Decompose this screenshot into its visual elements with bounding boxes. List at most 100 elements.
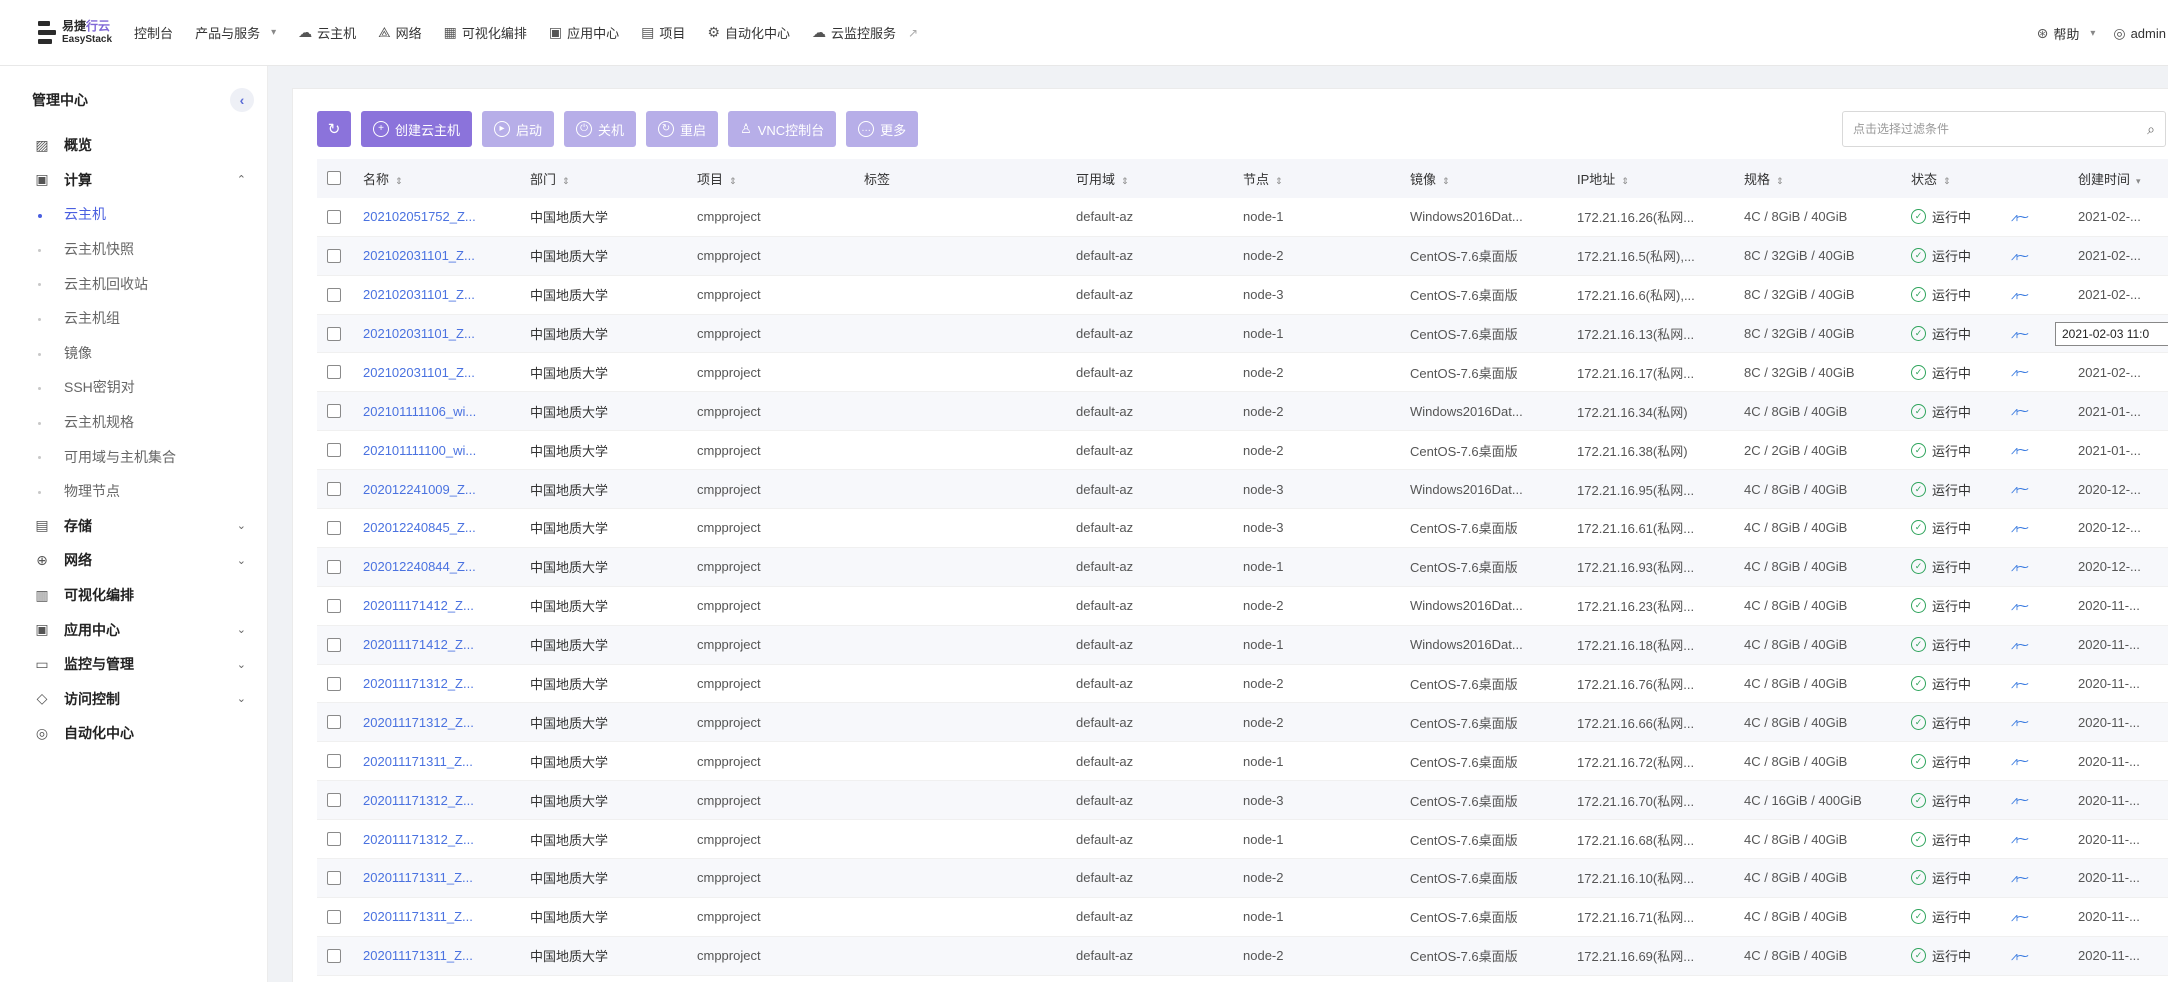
row-checkbox[interactable] xyxy=(327,909,341,924)
table-row[interactable]: 202012240845_Z... 中国地质大学 cmpproject default… xyxy=(317,509,2168,548)
cell-name[interactable]: 202102031101_Z... xyxy=(363,248,475,264)
sidebar-group-17[interactable]: ◎ 自动化中心 xyxy=(0,716,268,751)
monitor-pulse-icon[interactable]: ⩘⁓ xyxy=(2011,832,2029,847)
help-dropdown[interactable]: ⊛ 帮助 ▾ xyxy=(2036,24,2096,42)
cell-name[interactable]: 202011171312_Z... xyxy=(363,714,474,730)
monitor-pulse-icon[interactable]: ⩘⁓ xyxy=(2011,559,2029,574)
row-checkbox[interactable] xyxy=(327,520,341,535)
row-checkbox[interactable] xyxy=(327,754,341,769)
table-row[interactable]: 202011171412_Z... 中国地质大学 cmpproject default… xyxy=(317,625,2168,665)
top-nav-item-0[interactable]: ☁ 云主机 xyxy=(298,24,357,41)
column-header-node[interactable]: 节点 ⇕ xyxy=(1243,171,1283,187)
row-checkbox[interactable] xyxy=(327,365,341,380)
cell-name[interactable]: 202102051752_Z... xyxy=(363,209,476,225)
table-row[interactable]: 202102031101_Z... 中国地质大学 cmpproject default… xyxy=(317,236,2168,276)
row-checkbox[interactable] xyxy=(327,637,341,652)
monitor-pulse-icon[interactable]: ⩘⁓ xyxy=(2011,909,2029,924)
column-header-image[interactable]: 镜像 ⇕ xyxy=(1410,171,1450,187)
table-row[interactable]: 202011171312_Z... 中国地质大学 cmpproject default… xyxy=(317,703,2168,743)
cell-name[interactable]: 202011171311_Z... xyxy=(363,753,473,769)
top-nav-item-1[interactable]: ⟁ 网络 xyxy=(378,24,422,41)
cell-name[interactable]: 202102031101_Z... xyxy=(363,364,475,380)
column-header-az[interactable]: 可用域 ⇕ xyxy=(1076,171,1129,187)
sidebar-item-10[interactable]: 物理节点 xyxy=(0,474,268,509)
row-checkbox[interactable] xyxy=(327,443,341,458)
column-header-dept[interactable]: 部门 ⇕ xyxy=(530,171,570,187)
row-checkbox[interactable] xyxy=(327,793,341,808)
row-checkbox[interactable] xyxy=(327,326,341,341)
monitor-pulse-icon[interactable]: ⩘⁓ xyxy=(2011,715,2029,730)
start-button[interactable]: ▸ 启动 xyxy=(482,111,555,147)
sidebar-group-11[interactable]: ▤ 存储 ⌄ xyxy=(0,509,268,544)
search-icon[interactable]: ⌕ xyxy=(2147,120,2155,137)
create-instance-button[interactable]: + 创建云主机 xyxy=(361,111,473,147)
top-nav-item-3[interactable]: ▣ 应用中心 xyxy=(548,24,620,41)
table-row[interactable]: 202011171311_Z... 中国地质大学 cmpproject default… xyxy=(317,859,2168,898)
top-nav-item-5[interactable]: ⚙ 自动化中心 xyxy=(707,24,790,41)
column-header-project[interactable]: 项目 ⇕ xyxy=(697,171,737,187)
external-link-icon[interactable]: ↗ xyxy=(907,25,919,40)
table-row[interactable]: 202101111100_wi... 中国地质大学 cmpproject defaul… xyxy=(317,431,2168,471)
sidebar-item-6[interactable]: 镜像 xyxy=(0,336,268,371)
sidebar-group-0[interactable]: ▨ 概览 xyxy=(0,128,268,163)
monitor-pulse-icon[interactable]: ⩘⁓ xyxy=(2011,598,2029,613)
cell-name[interactable]: 202011171412_Z... xyxy=(363,637,474,653)
monitor-pulse-icon[interactable]: ⩘⁓ xyxy=(2011,948,2029,963)
cell-name[interactable]: 202011171311_Z... xyxy=(363,948,473,964)
restart-button[interactable]: ↻ 重启 xyxy=(646,111,719,147)
sidebar-item-4[interactable]: 云主机回收站 xyxy=(0,266,268,301)
table-row[interactable]: 202011171311_Z... 中国地质大学 cmpproject default… xyxy=(317,898,2168,937)
top-nav-item-6[interactable]: ☁ 云监控服务 xyxy=(811,24,896,41)
column-header-ip[interactable]: IP地址 ⇕ xyxy=(1577,171,1629,187)
sidebar-group-15[interactable]: ▭ 监控与管理 ⌄ xyxy=(0,647,268,682)
row-checkbox[interactable] xyxy=(327,404,341,419)
sidebar-item-8[interactable]: 云主机规格 xyxy=(0,405,268,440)
cell-name[interactable]: 202012241009_Z... xyxy=(363,481,476,497)
easystack-logo[interactable]: 易捷行云 EasyStack xyxy=(38,19,112,47)
monitor-pulse-icon[interactable]: ⩘⁓ xyxy=(2011,676,2029,691)
row-checkbox[interactable] xyxy=(327,948,341,963)
top-nav-item-4[interactable]: ▤ 项目 xyxy=(641,24,686,41)
table-row[interactable]: 202011171312_Z... 中国地质大学 cmpproject default… xyxy=(317,781,2168,821)
monitor-pulse-icon[interactable]: ⩘⁓ xyxy=(2011,482,2029,497)
monitor-pulse-icon[interactable]: ⩘⁓ xyxy=(2011,326,2029,341)
monitor-pulse-icon[interactable]: ⩘⁓ xyxy=(2011,287,2029,302)
cell-name[interactable]: 202011171312_Z... xyxy=(363,831,474,847)
sidebar-item-2[interactable]: 云主机 xyxy=(0,197,268,232)
products-dropdown[interactable]: 产品与服务 ▾ xyxy=(195,26,277,41)
sidebar-item-9[interactable]: 可用域与主机集合 xyxy=(0,439,268,474)
monitor-pulse-icon[interactable]: ⩘⁓ xyxy=(2011,248,2029,263)
table-row[interactable]: 202012240844_Z... 中国地质大学 cmpproject default… xyxy=(317,547,2168,587)
table-row[interactable]: 202011171311_Z... 中国地质大学 cmpproject default… xyxy=(317,742,2168,782)
monitor-pulse-icon[interactable]: ⩘⁓ xyxy=(2011,209,2029,224)
table-row[interactable]: 202011171312_Z... 中国地质大学 cmpproject default… xyxy=(317,665,2168,704)
table-row[interactable]: 202101111106_wi... 中国地质大学 cmpproject defaul… xyxy=(317,392,2168,432)
table-row[interactable]: 202011171312_Z... 中国地质大学 cmpproject default… xyxy=(317,820,2168,860)
monitor-pulse-icon[interactable]: ⩘⁓ xyxy=(2011,443,2029,458)
row-checkbox[interactable] xyxy=(327,248,341,263)
table-row[interactable]: 202102031101_Z... 中国地质大学 cmpproject default… xyxy=(317,314,2168,354)
table-row[interactable]: 202011171311_Z... 中国地质大学 cmpproject default… xyxy=(317,936,2168,976)
row-checkbox[interactable] xyxy=(327,870,341,885)
sidebar-item-7[interactable]: SSH密钥对 xyxy=(0,370,268,405)
cell-name[interactable]: 202012240844_Z... xyxy=(363,559,476,575)
vnc-console-button[interactable]: ♙ VNC控制台 xyxy=(728,111,837,147)
monitor-pulse-icon[interactable]: ⩘⁓ xyxy=(2011,365,2029,380)
table-row[interactable]: 202102031101_Z... 中国地质大学 cmpproject default… xyxy=(317,353,2168,393)
cell-name[interactable]: 202101111106_wi... xyxy=(363,403,477,419)
cell-name[interactable]: 202101111100_wi... xyxy=(363,442,477,458)
row-checkbox[interactable] xyxy=(327,676,341,691)
shutdown-button[interactable]: ⏻ 关机 xyxy=(564,111,637,147)
monitor-pulse-icon[interactable]: ⩘⁓ xyxy=(2011,520,2029,535)
monitor-pulse-icon[interactable]: ⩘⁓ xyxy=(2011,793,2029,808)
table-row[interactable]: 202011171412_Z... 中国地质大学 cmpproject default… xyxy=(317,587,2168,626)
monitor-pulse-icon[interactable]: ⩘⁓ xyxy=(2011,404,2029,419)
column-header-created[interactable]: 创建时间 ▾ xyxy=(2078,171,2141,187)
filter-search-input[interactable] xyxy=(1853,122,2148,136)
user-menu[interactable]: ◎ admin xyxy=(2113,24,2166,41)
row-checkbox[interactable] xyxy=(327,482,341,497)
row-checkbox[interactable] xyxy=(327,559,341,574)
sidebar-group-13[interactable]: ▥ 可视化编排 xyxy=(0,578,268,613)
cell-name[interactable]: 202012240845_Z... xyxy=(363,520,476,536)
cell-name[interactable]: 202011171311_Z... xyxy=(363,909,473,925)
